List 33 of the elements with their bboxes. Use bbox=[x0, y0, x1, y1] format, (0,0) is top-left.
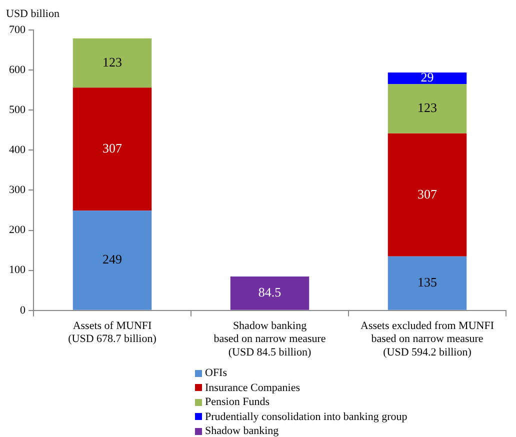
bar bbox=[388, 72, 467, 84]
bar bbox=[230, 276, 310, 310]
y-tick-label: 500 bbox=[9, 104, 26, 116]
y-tick-label: 700 bbox=[9, 24, 26, 36]
x-tick-label: Assets of MUNFI (USD 678.7 billion) bbox=[68, 320, 157, 346]
legend-label: Prudentially consolidation into banking group bbox=[205, 410, 408, 424]
legend-label: OFIs bbox=[205, 366, 228, 380]
data-label: 84.5 bbox=[258, 284, 282, 300]
data-label: 249 bbox=[102, 252, 122, 267]
y-tick-label: 200 bbox=[9, 224, 26, 236]
y-tick-label: 600 bbox=[9, 64, 26, 76]
bar bbox=[72, 88, 152, 211]
bar bbox=[72, 38, 152, 88]
y-tick-label: 0 bbox=[20, 304, 26, 316]
legend-label: Shadow banking bbox=[205, 424, 279, 437]
data-label: 307 bbox=[102, 140, 122, 156]
y-tick-label: 300 bbox=[9, 184, 26, 196]
data-label: 29 bbox=[420, 70, 434, 85]
y-tick-label: 100 bbox=[9, 264, 26, 276]
bar bbox=[388, 133, 467, 256]
x-tick-label: Shadow banking based on narrow measure (USD 84.5 billion) bbox=[214, 320, 326, 358]
data-label: 123 bbox=[418, 100, 437, 116]
legend-label: Pension Funds bbox=[205, 395, 270, 410]
bar bbox=[72, 210, 152, 310]
bar bbox=[388, 84, 467, 134]
data-label: 123 bbox=[102, 54, 122, 70]
data-label: 307 bbox=[418, 186, 438, 202]
x-tick-label: Assets excluded from MUNFI based on narrow measure (USD 594.2 billion) bbox=[360, 320, 494, 358]
y-tick-label: 400 bbox=[9, 144, 26, 156]
bar bbox=[388, 256, 467, 310]
legend-label: Insurance Companies bbox=[205, 380, 300, 395]
y-axis-title: USD billion bbox=[6, 8, 60, 20]
data-label: 135 bbox=[418, 274, 437, 290]
